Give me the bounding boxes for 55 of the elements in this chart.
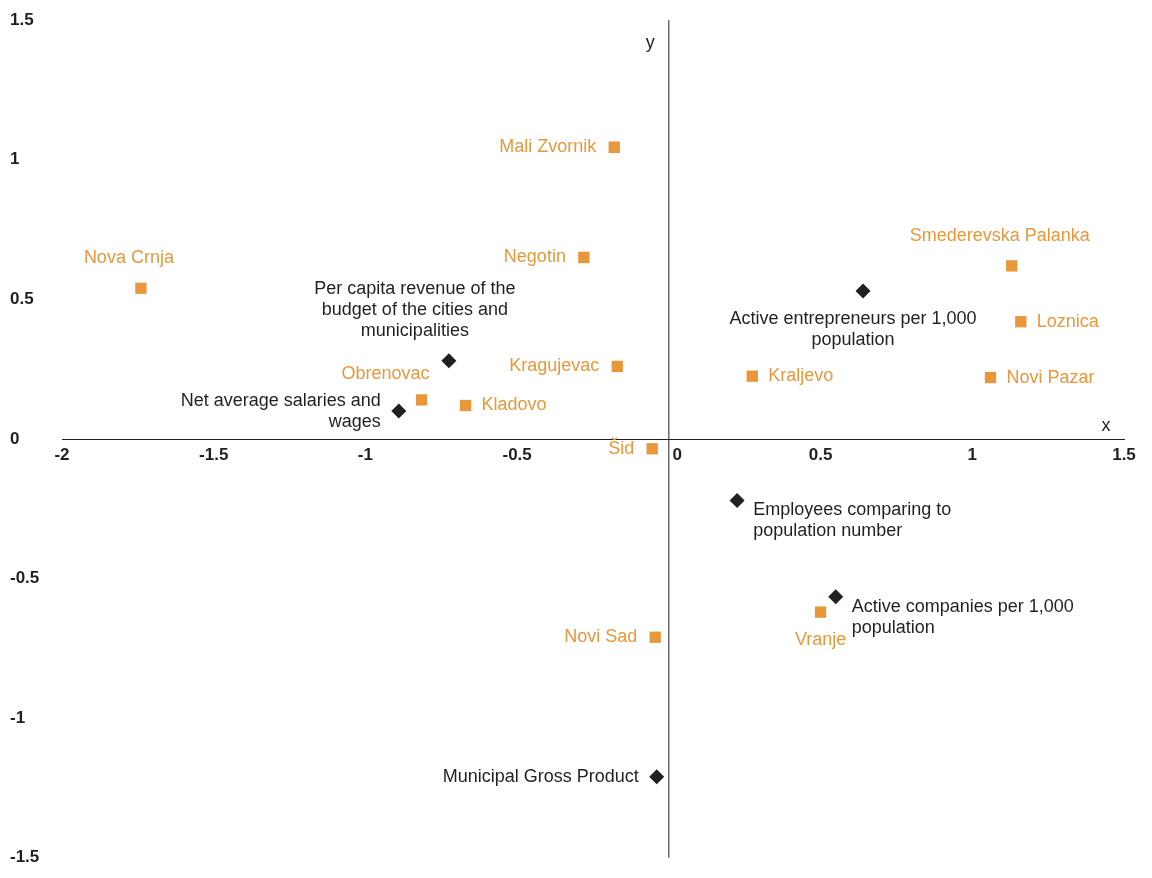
annotation: Active companies per 1,000 population	[851, 595, 1074, 637]
annotation: Obrenovac	[341, 362, 430, 383]
point	[459, 399, 472, 412]
y-tick-label: 0.5	[10, 289, 34, 309]
annotation: Smederevska Palanka	[909, 224, 1091, 245]
point	[828, 589, 844, 605]
y-axis-title: y	[645, 32, 655, 53]
annotation: Šid	[608, 436, 635, 458]
point	[611, 360, 623, 373]
annotation: Novi Pazar	[1006, 366, 1095, 387]
annotation: Per capita revenue of the budget of the cities and municipalities	[314, 277, 516, 340]
point	[746, 370, 758, 382]
x-tick-label: -1.5	[199, 444, 229, 464]
point	[1006, 260, 1018, 272]
point	[578, 251, 590, 264]
y-tick-label: 1	[10, 149, 20, 169]
point	[646, 443, 658, 455]
annotation: Nova Crnja	[83, 247, 175, 268]
point	[415, 394, 428, 406]
annotation: Kragujevac	[509, 355, 600, 376]
x-tick-label: -2	[54, 444, 70, 464]
point	[649, 769, 665, 785]
annotation: Municipal Gross Product	[442, 765, 639, 786]
x-axis-title: x	[1101, 414, 1111, 435]
y-tick-label: -0.5	[10, 568, 40, 588]
annotation: Active entrepreneurs per 1,000 population	[729, 307, 977, 349]
point	[984, 371, 997, 384]
y-tick-label: 1.5	[10, 9, 34, 29]
x-tick-label: -0.5	[502, 444, 532, 464]
annotation: Loznica	[1036, 310, 1100, 331]
y-tick-label: 0	[10, 428, 20, 448]
point	[814, 606, 827, 618]
point	[1015, 316, 1027, 328]
x-tick-label: 0.5	[808, 444, 833, 464]
point	[729, 492, 745, 508]
annotation: Kladovo	[481, 394, 547, 415]
point	[441, 353, 457, 369]
x-tick-label: 0	[655, 444, 683, 464]
annotation: Mali Zvornik	[499, 136, 598, 157]
point	[855, 283, 871, 299]
point	[608, 141, 620, 153]
annotation: Negotin	[503, 246, 566, 267]
y-tick-label: -1.5	[10, 847, 40, 867]
annotation: Novi Sad	[564, 626, 638, 647]
x-tick-label: 1	[967, 444, 978, 464]
y-tick-label: -1	[10, 707, 26, 727]
annotation: Employees comparing to population number	[753, 499, 952, 541]
x-tick-label: -1	[357, 444, 373, 464]
x-tick-label: 1.5	[1112, 444, 1136, 464]
annotation: Kraljevo	[768, 365, 834, 386]
point	[391, 403, 407, 419]
point	[135, 282, 147, 294]
point	[649, 631, 661, 643]
annotation: Net average salaries and wages	[180, 389, 381, 431]
annotation: Vranje	[794, 629, 847, 650]
